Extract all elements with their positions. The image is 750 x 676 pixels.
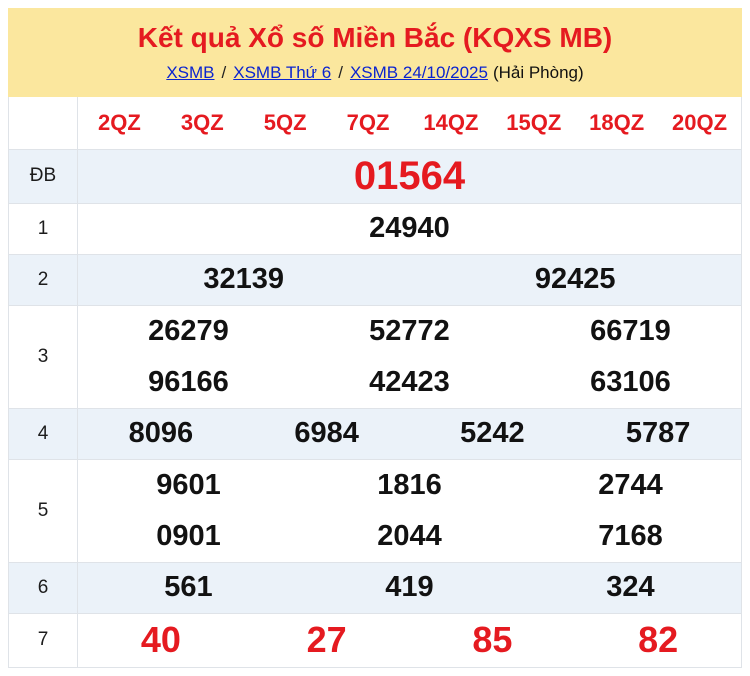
prize-number: 24940 [369, 212, 450, 245]
prize-line: 24940 [78, 204, 741, 254]
page-title: Kết quả Xổ số Miền Bắc (KQXS MB) [137, 22, 613, 53]
column-header-7qz: 7QZ [346, 109, 390, 135]
prize-number: 40 [140, 619, 181, 661]
prize-row-7: 7 40 27 85 82 [9, 613, 741, 668]
prize-row-values: 8096 6984 5242 5787 [78, 409, 741, 459]
prize-line: 8096 6984 5242 5787 [78, 409, 741, 459]
breadcrumb-location: (Hải Phòng) [492, 62, 584, 82]
prize-number: 01564 [353, 153, 466, 198]
prize-number: 5787 [625, 417, 691, 450]
prize-row-1: 1 24940 [9, 203, 741, 255]
prize-number: 92425 [534, 263, 616, 296]
prize-row-label: 4 [9, 408, 78, 459]
table-header-row: 2QZ 3QZ 5QZ 7QZ 14QZ 15QZ 18QZ 20QZ [9, 96, 741, 150]
breadcrumb: XSMB / XSMB Thứ 6 / XSMB 24/10/2025 (Hải Phòn… [16, 63, 734, 83]
column-header-3qz: 3QZ [180, 109, 224, 135]
column-header-15qz: 15QZ [506, 109, 562, 135]
column-header-20qz: 20QZ [672, 109, 728, 135]
prize-number: 52772 [369, 314, 450, 347]
column-header-18qz: 18QZ [589, 109, 645, 135]
prize-number: 2744 [598, 468, 663, 501]
prize-number: 26279 [148, 314, 229, 347]
prize-number: 561 [164, 571, 213, 604]
prize-number: 32139 [203, 263, 285, 296]
prize-line: 32139 92425 [78, 255, 741, 305]
prize-number: 324 [606, 571, 655, 604]
table-header-line: 2QZ 3QZ 5QZ 7QZ 14QZ 15QZ 18QZ 20QZ [78, 97, 741, 149]
prize-number: 419 [385, 571, 434, 604]
breadcrumb-link-3[interactable]: XSMB 24/10/2025 [349, 62, 488, 82]
prize-row-đb: ĐB 01564 [9, 149, 741, 204]
breadcrumb-link-1[interactable]: XSMB [166, 62, 215, 82]
prize-row-5: 5 9601 1816 2744 0901 2044 7168 [9, 459, 741, 563]
prize-row-label: 7 [9, 613, 78, 667]
prize-row-values: 561 419 324 [78, 563, 741, 613]
prize-row-label: ĐB [9, 149, 78, 203]
prize-number: 2044 [377, 519, 442, 552]
prize-number: 96166 [148, 365, 229, 398]
column-header-2qz: 2QZ [98, 109, 141, 135]
prize-number: 8096 [128, 417, 194, 450]
column-header-5qz: 5QZ [263, 109, 307, 135]
results-banner: Kết quả Xổ số Miền Bắc (KQXS MB) XSMB / XS… [8, 8, 742, 97]
prize-line: 9601 1816 2744 [78, 460, 741, 511]
table-header-cells: 2QZ 3QZ 5QZ 7QZ 14QZ 15QZ 18QZ 20QZ [78, 97, 741, 149]
prize-row-label: 1 [9, 203, 78, 254]
prize-row-2: 2 32139 92425 [9, 254, 741, 306]
prize-number: 66719 [590, 314, 671, 347]
prize-number: 1816 [377, 468, 442, 501]
prize-number: 0901 [156, 519, 221, 552]
prize-line: 40 27 85 82 [78, 614, 741, 667]
prize-number: 6984 [294, 417, 359, 450]
prize-line: 96166 42423 63106 [78, 357, 741, 408]
prize-row-6: 6 561 419 324 [9, 562, 741, 614]
prize-line: 01564 [78, 150, 741, 203]
prize-row-values: 26279 52772 66719 96166 42423 63106 [78, 306, 741, 408]
prize-number: 7168 [598, 519, 663, 552]
prize-row-values: 9601 1816 2744 0901 2044 7168 [78, 460, 741, 562]
breadcrumb-link-2[interactable]: XSMB Thứ 6 [233, 62, 332, 82]
prize-row-label: 3 [9, 305, 78, 408]
prize-number: 5242 [460, 417, 525, 450]
prize-line: 561 419 324 [78, 563, 741, 613]
prize-row-label: 5 [9, 459, 78, 562]
prize-number: 27 [306, 619, 347, 661]
column-header-14qz: 14QZ [423, 109, 479, 135]
corner-cell [9, 96, 78, 149]
results-table: 2QZ 3QZ 5QZ 7QZ 14QZ 15QZ 18QZ 20QZ ĐB 01564 1 2494… [8, 96, 742, 668]
prize-row-4: 4 8096 6984 5242 5787 [9, 408, 741, 460]
prize-row-label: 2 [9, 254, 78, 305]
prize-number: 9601 [156, 468, 221, 501]
prize-number: 85 [472, 619, 513, 661]
prize-row-values: 32139 92425 [78, 255, 741, 305]
prize-line: 0901 2044 7168 [78, 511, 741, 562]
breadcrumb-separator: / [221, 62, 227, 82]
prize-number: 63106 [590, 365, 671, 398]
prize-row-values: 01564 [78, 150, 741, 203]
prize-row-label: 6 [9, 562, 78, 613]
prize-row-values: 24940 [78, 204, 741, 254]
prize-row-values: 40 27 85 82 [78, 614, 741, 667]
breadcrumb-separator: / [338, 62, 343, 82]
prize-number: 42423 [369, 365, 450, 398]
prize-line: 26279 52772 66719 [78, 306, 741, 357]
prize-row-3: 3 26279 52772 66719 96166 42423 63106 [9, 305, 741, 409]
prize-number: 82 [638, 619, 679, 661]
